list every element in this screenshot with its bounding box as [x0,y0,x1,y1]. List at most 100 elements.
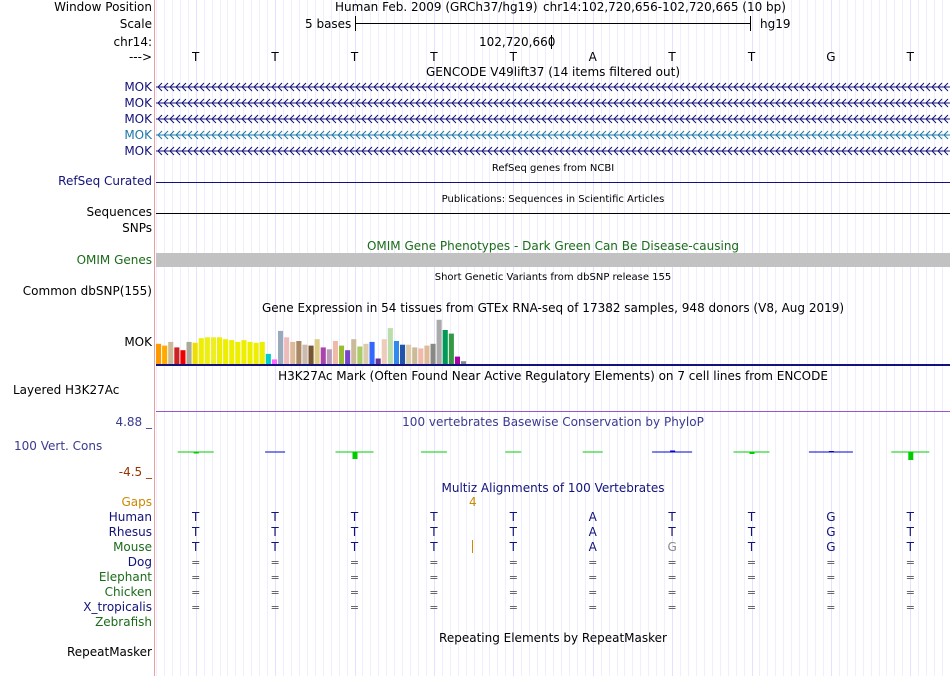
h3k27ac-track-title[interactable]: H3K27Ac Mark (Often Found Near Active Re… [278,369,828,383]
rmsk-track-title[interactable]: Repeating Elements by RepeatMasker [439,631,667,645]
h3k27ac-track-label[interactable]: Layered H3K27Ac [13,383,120,397]
position-text[interactable]: chr14:102,720,656-102,720,665 (10 bp) [543,0,786,14]
pubs-track-label[interactable]: Sequences [86,205,152,219]
pubs-track-title[interactable]: Publications: Sequences in Scientific Ar… [441,194,665,205]
species-label[interactable]: Zebrafish [95,615,152,629]
multiz-track-title[interactable]: Multiz Alignments of 100 Vertebrates [441,481,665,495]
omim-track-label[interactable]: OMIM Genes [76,253,152,267]
gtex-tissue-bar[interactable] [204,337,210,364]
dbsnp-track-title[interactable]: Short Genetic Variants from dbSNP releas… [434,272,672,283]
gtex-tissue-bar[interactable] [278,330,284,364]
gtex-tissue-bar[interactable] [461,361,467,364]
gtex-tissue-bar[interactable] [393,341,399,364]
species-label[interactable]: Mouse [113,540,152,554]
snps-track-label[interactable]: SNPs [122,221,152,235]
gencode-track-title[interactable]: GENCODE V49lift37 (14 items filtered out… [425,65,680,79]
cons-track-title[interactable]: 100 vertebrates Basewise Conservation by… [402,415,704,429]
gencode-transcript-line[interactable] [156,146,950,156]
gtex-tissue-bar[interactable] [235,341,241,364]
gtex-tissue-bar[interactable] [442,330,448,364]
phylop-score-bar[interactable] [193,452,199,454]
gtex-tissue-bar[interactable] [400,344,406,364]
gtex-tissue-bar[interactable] [387,328,393,364]
gtex-tissue-bar[interactable] [448,333,454,364]
omim-gene-bar[interactable] [156,253,950,267]
gtex-tissue-bar[interactable] [454,356,460,364]
gencode-item-label[interactable]: MOK [124,128,152,142]
gtex-tissue-bar[interactable] [241,340,247,364]
gtex-tissue-bar[interactable] [369,341,375,364]
gencode-item-label[interactable]: MOK [124,80,152,94]
rmsk-track-label[interactable]: RepeatMasker [66,645,152,659]
gtex-tissue-bar[interactable] [229,340,235,364]
gtex-tissue-bar[interactable] [351,339,357,364]
gtex-tissue-bar[interactable] [174,347,180,364]
gencode-item-label[interactable]: MOK [124,144,152,158]
phylop-plot[interactable] [156,440,950,464]
gtex-tissue-bar[interactable] [412,347,418,364]
refseq-track-label[interactable]: RefSeq Curated [58,174,152,188]
gtex-tissue-bar[interactable] [247,341,253,364]
gtex-tissue-bar[interactable] [162,345,168,364]
gtex-tissue-bar[interactable] [308,345,314,364]
gtex-tissue-bar[interactable] [210,337,216,364]
gtex-tissue-bar[interactable] [198,338,204,364]
gencode-transcript-line[interactable] [156,98,950,108]
phylop-score-bar[interactable] [908,452,914,460]
gtex-tissue-bar[interactable] [430,343,436,364]
gtex-tissue-bar[interactable] [259,341,265,364]
gtex-tissue-bar[interactable] [424,345,430,364]
phylop-score-bar[interactable] [749,452,755,454]
gtex-bar-chart[interactable] [156,318,556,364]
species-label[interactable]: X_tropicalis [83,600,152,614]
gtex-tissue-bar[interactable] [265,353,271,364]
gtex-tissue-bar[interactable] [320,347,326,364]
gtex-track-label[interactable]: MOK [124,335,152,349]
gtex-track-title[interactable]: Gene Expression in 54 tissues from GTEx … [261,301,845,315]
gtex-tissue-bar[interactable] [296,341,302,364]
gtex-tissue-bar[interactable] [168,341,174,364]
species-label[interactable]: Rhesus [108,525,152,539]
cons-track-label[interactable]: 100 Vert. Cons [14,439,103,453]
gtex-tissue-bar[interactable] [363,343,369,364]
gtex-tissue-bar[interactable] [345,350,351,364]
gencode-transcript-line[interactable] [156,114,950,124]
phylop-score-bar[interactable] [828,451,834,452]
pubs-line[interactable] [156,213,950,214]
species-label[interactable]: Elephant [98,570,152,584]
gtex-tissue-bar[interactable] [339,345,345,364]
dbsnp-track-label[interactable]: Common dbSNP(155) [22,284,152,298]
gtex-tissue-bar[interactable] [180,350,186,364]
phylop-score-bar[interactable] [352,452,358,459]
gtex-tissue-bar[interactable] [436,319,442,364]
gencode-item-label[interactable]: MOK [124,96,152,110]
omim-track-title[interactable]: OMIM Gene Phenotypes - Dark Green Can Be… [366,239,740,253]
species-label[interactable]: Human [108,510,152,524]
gencode-item-label[interactable]: MOK [124,112,152,126]
gtex-tissue-bar[interactable] [302,344,308,364]
gtex-tissue-bar[interactable] [314,339,320,364]
gtex-tissue-bar[interactable] [253,342,259,364]
gtex-tissue-bar[interactable] [290,341,296,364]
gtex-tissue-bar[interactable] [326,349,332,364]
gencode-transcript-line[interactable] [156,82,950,92]
gtex-tissue-bar[interactable] [271,359,277,364]
species-label[interactable]: Dog [127,555,152,569]
phylop-score-bar[interactable] [511,452,517,453]
gtex-tissue-bar[interactable] [357,346,363,365]
gtex-tissue-bar[interactable] [381,339,387,364]
gtex-tissue-bar[interactable] [223,339,229,364]
refseq-track-title[interactable]: RefSeq genes from NCBI [491,163,615,174]
gtex-tissue-bar[interactable] [375,358,381,365]
gtex-tissue-bar[interactable] [284,337,290,364]
phylop-score-bar[interactable] [670,450,676,453]
gtex-tissue-bar[interactable] [186,341,192,364]
gtex-tissue-bar[interactable] [406,344,412,364]
gtex-tissue-bar[interactable] [156,343,162,364]
refseq-gene-line[interactable] [156,182,950,183]
gtex-tissue-bar[interactable] [192,342,198,364]
gtex-tissue-bar[interactable] [217,337,223,364]
gencode-transcript-line[interactable] [156,130,950,140]
gtex-tissue-bar[interactable] [332,341,338,364]
species-label[interactable]: Chicken [104,585,152,599]
